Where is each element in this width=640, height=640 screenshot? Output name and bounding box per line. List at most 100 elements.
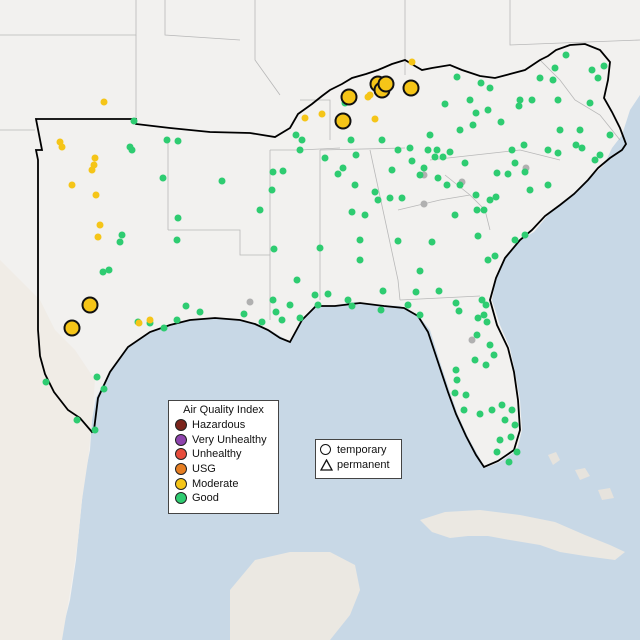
site-marker-good[interactable] — [93, 373, 101, 381]
site-marker-moderate[interactable] — [94, 233, 102, 241]
site-marker-good[interactable] — [334, 170, 342, 178]
site-marker-good[interactable] — [521, 231, 529, 239]
site-marker-good[interactable] — [515, 102, 523, 110]
site-marker-moderate[interactable] — [135, 319, 143, 327]
site-marker-good[interactable] — [174, 214, 182, 222]
site-marker-moderate[interactable] — [96, 221, 104, 229]
site-marker-good[interactable] — [394, 237, 402, 245]
site-marker-good[interactable] — [356, 236, 364, 244]
site-marker-good[interactable] — [348, 208, 356, 216]
site-marker-good[interactable] — [496, 436, 504, 444]
site-marker-good[interactable] — [493, 448, 501, 456]
site-marker-moderate[interactable] — [364, 93, 372, 101]
site-marker-no-data[interactable] — [468, 336, 476, 344]
site-marker-good[interactable] — [279, 167, 287, 175]
site-marker-good[interactable] — [270, 245, 278, 253]
site-marker-good[interactable] — [554, 96, 562, 104]
site-marker-good[interactable] — [416, 171, 424, 179]
site-marker-good[interactable] — [469, 121, 477, 129]
site-marker-good[interactable] — [476, 410, 484, 418]
site-marker-moderate[interactable] — [301, 114, 309, 122]
site-marker-good[interactable] — [508, 406, 516, 414]
site-marker-good[interactable] — [477, 79, 485, 87]
site-marker-good[interactable] — [544, 146, 552, 154]
site-marker-good[interactable] — [453, 73, 461, 81]
site-marker-good[interactable] — [424, 146, 432, 154]
site-marker-good[interactable] — [116, 238, 124, 246]
site-marker-no-data[interactable] — [420, 200, 428, 208]
site-marker-good[interactable] — [130, 117, 138, 125]
site-marker-good[interactable] — [491, 252, 499, 260]
site-marker-good[interactable] — [42, 378, 50, 386]
site-marker-good[interactable] — [100, 385, 108, 393]
site-marker-good[interactable] — [461, 159, 469, 167]
site-marker-good[interactable] — [398, 194, 406, 202]
site-marker-no-data[interactable] — [246, 298, 254, 306]
site-marker-moderate-temporary[interactable] — [340, 88, 358, 106]
site-marker-good[interactable] — [428, 238, 436, 246]
site-marker-good[interactable] — [474, 232, 482, 240]
site-marker-good[interactable] — [416, 267, 424, 275]
site-marker-good[interactable] — [606, 131, 614, 139]
site-marker-good[interactable] — [554, 149, 562, 157]
site-marker-good[interactable] — [293, 276, 301, 284]
site-marker-good[interactable] — [386, 194, 394, 202]
site-marker-moderate[interactable] — [146, 316, 154, 324]
site-marker-moderate[interactable] — [88, 166, 96, 174]
site-marker-good[interactable] — [258, 318, 266, 326]
site-marker-moderate[interactable] — [318, 110, 326, 118]
site-marker-good[interactable] — [379, 287, 387, 295]
site-marker-good[interactable] — [269, 296, 277, 304]
site-marker-good[interactable] — [511, 236, 519, 244]
site-marker-good[interactable] — [478, 296, 486, 304]
site-marker-good[interactable] — [352, 151, 360, 159]
site-marker-good[interactable] — [473, 331, 481, 339]
site-marker-moderate-temporary[interactable] — [377, 75, 395, 93]
site-marker-good[interactable] — [314, 301, 322, 309]
site-marker-good[interactable] — [562, 51, 570, 59]
site-marker-moderate[interactable] — [92, 191, 100, 199]
site-marker-good[interactable] — [466, 96, 474, 104]
site-marker-good[interactable] — [446, 148, 454, 156]
site-marker-moderate[interactable] — [408, 58, 416, 66]
site-marker-good[interactable] — [591, 156, 599, 164]
site-marker-good[interactable] — [596, 151, 604, 159]
site-marker-good[interactable] — [521, 168, 529, 176]
site-marker-good[interactable] — [594, 74, 602, 82]
site-marker-good[interactable] — [356, 256, 364, 264]
site-marker-good[interactable] — [511, 421, 519, 429]
site-marker-good[interactable] — [347, 136, 355, 144]
site-marker-good[interactable] — [268, 186, 276, 194]
site-marker-good[interactable] — [456, 181, 464, 189]
site-marker-good[interactable] — [374, 196, 382, 204]
site-marker-good[interactable] — [536, 74, 544, 82]
site-marker-good[interactable] — [126, 143, 134, 151]
site-marker-good[interactable] — [528, 96, 536, 104]
site-marker-good[interactable] — [486, 84, 494, 92]
site-marker-good[interactable] — [394, 146, 402, 154]
site-marker-good[interactable] — [473, 206, 481, 214]
site-marker-good[interactable] — [480, 206, 488, 214]
site-marker-good[interactable] — [91, 426, 99, 434]
site-marker-good[interactable] — [339, 164, 347, 172]
site-marker-good[interactable] — [388, 166, 396, 174]
site-marker-good[interactable] — [292, 131, 300, 139]
site-marker-moderate-temporary[interactable] — [81, 296, 99, 314]
site-marker-good[interactable] — [498, 401, 506, 409]
site-marker-good[interactable] — [504, 170, 512, 178]
site-marker-good[interactable] — [99, 268, 107, 276]
site-marker-good[interactable] — [240, 310, 248, 318]
site-marker-good[interactable] — [544, 181, 552, 189]
site-marker-moderate[interactable] — [371, 115, 379, 123]
site-marker-moderate[interactable] — [68, 181, 76, 189]
site-marker-good[interactable] — [451, 389, 459, 397]
site-marker-good[interactable] — [159, 174, 167, 182]
site-marker-moderate-temporary[interactable] — [334, 112, 352, 130]
site-marker-good[interactable] — [497, 118, 505, 126]
site-marker-good[interactable] — [452, 299, 460, 307]
site-marker-good[interactable] — [508, 146, 516, 154]
site-marker-good[interactable] — [316, 244, 324, 252]
site-marker-good[interactable] — [321, 154, 329, 162]
